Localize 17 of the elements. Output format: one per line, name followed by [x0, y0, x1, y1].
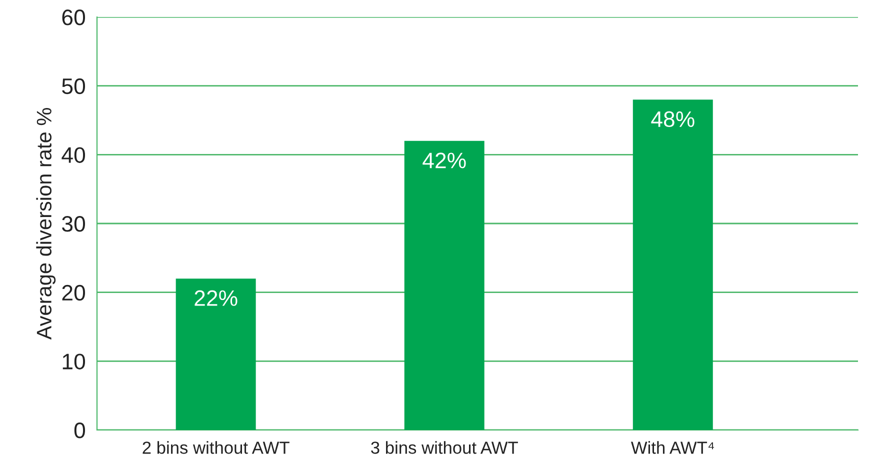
y-tick-label: 40 — [62, 147, 86, 163]
data-label: 42% — [422, 152, 466, 168]
bar — [404, 140, 484, 430]
y-tick-label: 60 — [62, 10, 86, 26]
x-tick-label: 3 bins without AWT — [371, 441, 518, 454]
data-label: 22% — [194, 290, 238, 306]
bar — [632, 100, 713, 430]
y-tick-label: 50 — [62, 78, 86, 94]
bar — [176, 278, 256, 430]
y-axis-title: Average diversion rate % — [36, 108, 56, 340]
y-tick-label: 0 — [74, 422, 86, 438]
data-label: 48% — [651, 111, 694, 128]
y-tick-label: 10 — [62, 354, 86, 370]
x-tick-label: With AWT⁴ — [630, 441, 714, 454]
y-tick-label: 30 — [62, 216, 86, 232]
y-tick-label: 20 — [62, 284, 86, 301]
x-tick-label: 2 bins without AWT — [142, 441, 290, 454]
